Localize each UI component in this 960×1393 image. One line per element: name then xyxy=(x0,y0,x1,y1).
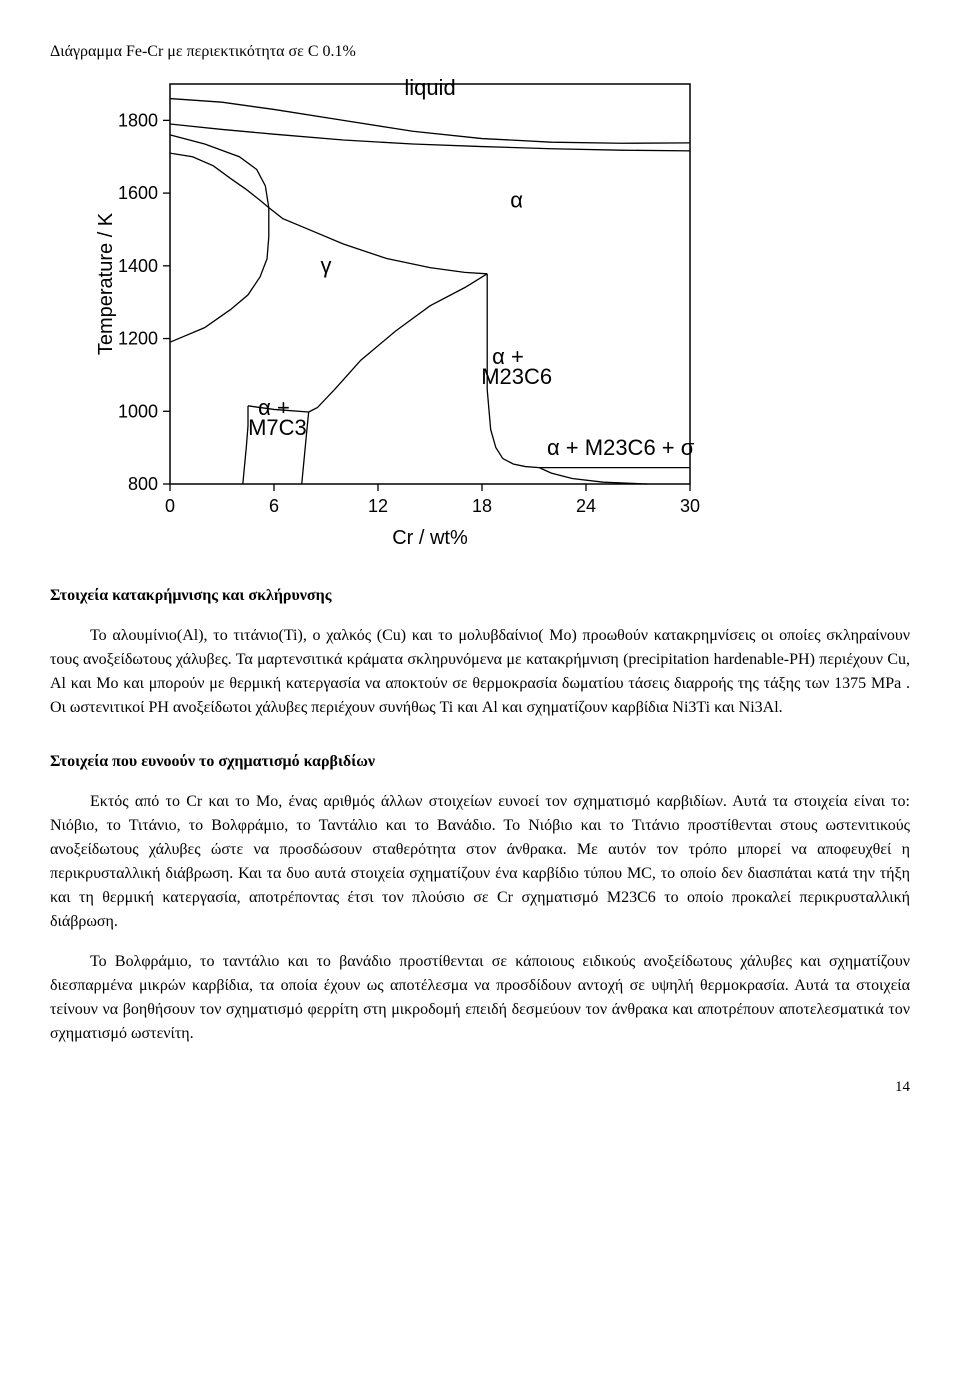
svg-text:α + M23C6 + σ: α + M23C6 + σ xyxy=(547,435,695,460)
svg-text:18: 18 xyxy=(472,496,492,516)
chart-svg: 800 1000 1200 1400 1600 1800 0 6 12 18 24 30 Cr / wt… xyxy=(90,74,710,554)
svg-text:1400: 1400 xyxy=(118,256,158,276)
svg-text:12: 12 xyxy=(368,496,388,516)
svg-text:1800: 1800 xyxy=(118,110,158,130)
section-heading-1: Στοιχεία κατακρήμνισης και σκλήρυνσης xyxy=(50,584,910,608)
page-title: Διάγραμμα Fe-Cr με περιεκτικότητα σε C 0… xyxy=(50,40,910,64)
svg-text:liquid: liquid xyxy=(404,75,455,100)
paragraph-1: Το αλουμίνιο(Al), το τιτάνιο(Ti), ο χαλκ… xyxy=(50,624,910,720)
svg-text:γ: γ xyxy=(321,253,332,278)
svg-text:M7C3: M7C3 xyxy=(248,415,307,440)
svg-text:30: 30 xyxy=(680,496,700,516)
paragraph-2: Εκτός από το Cr και το Mo, ένας αριθμός … xyxy=(50,790,910,934)
svg-text:α: α xyxy=(510,188,523,213)
svg-text:6: 6 xyxy=(269,496,279,516)
svg-text:1200: 1200 xyxy=(118,329,158,349)
section-heading-2: Στοιχεία που ευνοούν το σχηματισμό καρβι… xyxy=(50,750,910,774)
svg-text:1600: 1600 xyxy=(118,183,158,203)
page-number: 14 xyxy=(50,1076,910,1099)
paragraph-3: Το Βολφράμιο, το ταντάλιο και το βανάδιο… xyxy=(50,950,910,1046)
svg-text:M23C6: M23C6 xyxy=(481,364,552,389)
svg-text:Temperature / K: Temperature / K xyxy=(95,212,117,355)
phase-diagram-chart: 800 1000 1200 1400 1600 1800 0 6 12 18 24 30 Cr / wt… xyxy=(90,74,710,554)
svg-text:0: 0 xyxy=(165,496,175,516)
svg-text:Cr / wt%: Cr / wt% xyxy=(392,527,468,549)
svg-text:1000: 1000 xyxy=(118,401,158,421)
svg-text:24: 24 xyxy=(576,496,596,516)
svg-text:800: 800 xyxy=(128,474,158,494)
